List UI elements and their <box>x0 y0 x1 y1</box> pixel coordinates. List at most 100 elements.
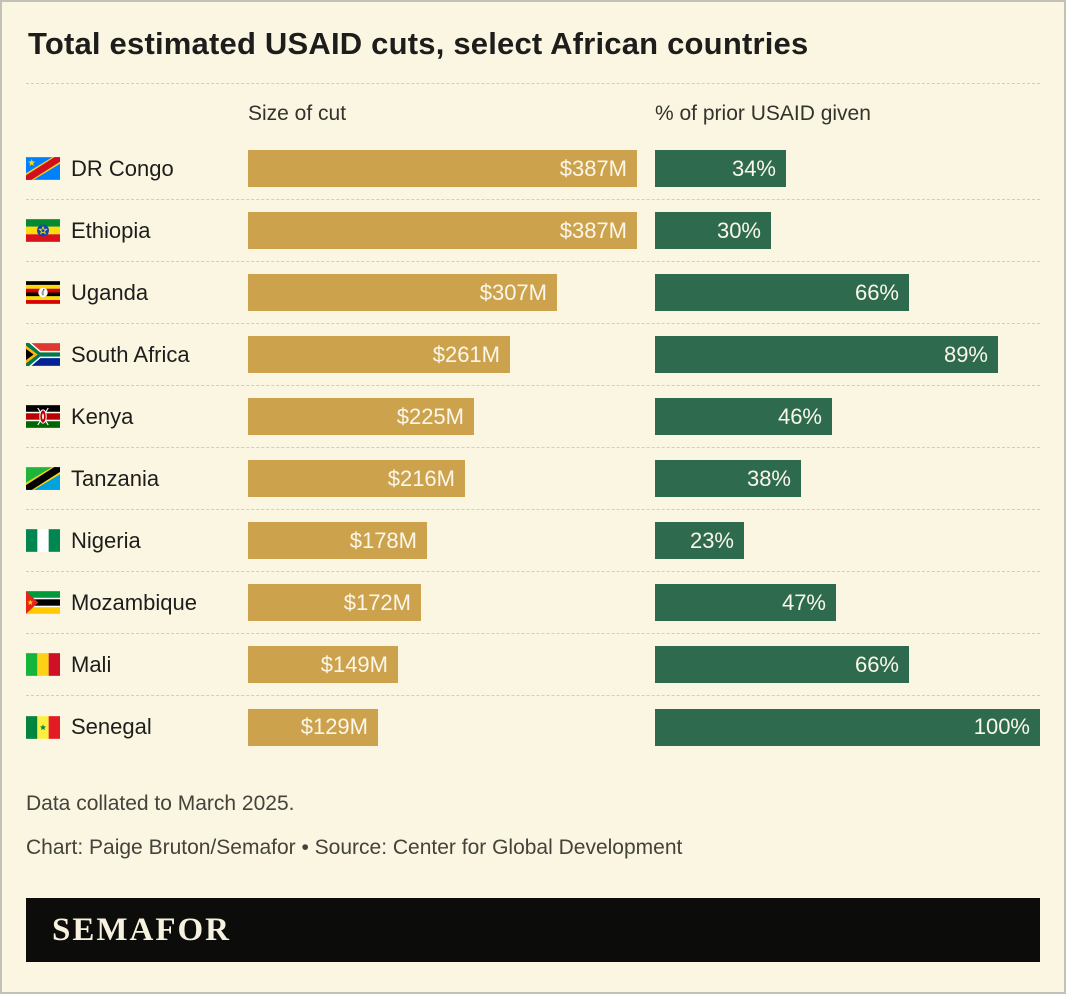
cut-bar-cell: $225M <box>248 398 655 435</box>
pct-bar-cell: 46% <box>655 398 1040 435</box>
country-cell: Mozambique <box>26 590 248 616</box>
title-separator <box>26 83 1040 84</box>
chart-row: South Africa $261M 89% <box>26 324 1040 386</box>
pct-value-label: 66% <box>854 651 899 677</box>
pct-value-label: 34% <box>731 155 776 181</box>
chart-row: Nigeria $178M 23% <box>26 510 1040 572</box>
chart-row: Tanzania $216M 38% <box>26 448 1040 510</box>
pct-bar-cell: 89% <box>655 336 1040 373</box>
cut-value-label: $387M <box>559 155 627 181</box>
cut-bar-cell: $387M <box>248 212 655 249</box>
nigeria-flag-icon <box>26 529 60 552</box>
country-cell: Kenya <box>26 404 248 430</box>
cut-bar-cell: $149M <box>248 646 655 683</box>
country-cell: Uganda <box>26 280 248 306</box>
pct-value-label: 46% <box>777 403 822 429</box>
pct-bar: 66% <box>655 646 909 683</box>
chart-row: Kenya $225M 46% <box>26 386 1040 448</box>
pct-bar: 66% <box>655 274 909 311</box>
cut-value-label: $149M <box>320 651 388 677</box>
ethiopia-flag-icon <box>26 219 60 242</box>
country-label: Nigeria <box>71 527 141 553</box>
semafor-logo: SEMAFOR <box>52 911 231 948</box>
cut-bar: $307M <box>248 274 557 311</box>
cut-bar: $172M <box>248 584 421 621</box>
cut-value-label: $261M <box>432 341 500 367</box>
chart-credit: Chart: Paige Bruton/Semafor • Source: Ce… <box>26 836 683 859</box>
cut-value-label: $225M <box>396 403 464 429</box>
country-cell: Ethiopia <box>26 218 248 244</box>
country-cell: Tanzania <box>26 466 248 492</box>
cut-value-label: $387M <box>559 217 627 243</box>
cut-bar: $225M <box>248 398 474 435</box>
country-label: Ethiopia <box>71 217 151 243</box>
chart-row: Senegal $129M 100% <box>26 696 1040 758</box>
kenya-flag-icon <box>26 405 60 428</box>
country-label: Senegal <box>71 714 152 739</box>
country-label: Mozambique <box>71 589 197 615</box>
pct-bar-cell: 100% <box>655 708 1040 746</box>
cut-bar: $216M <box>248 460 465 497</box>
senegal-flag-icon <box>26 715 60 739</box>
pct-bar-cell: 47% <box>655 584 1040 621</box>
column-headers: Size of cut % of prior USAID given <box>26 84 1040 138</box>
pct-bar-cell: 66% <box>655 274 1040 311</box>
cut-value-label: $216M <box>387 465 455 491</box>
pct-bar-cell: 38% <box>655 460 1040 497</box>
country-cell: DR Congo <box>26 156 248 182</box>
country-label: Kenya <box>71 403 134 429</box>
cut-bar: $129M <box>248 708 378 746</box>
country-cell: Mali <box>26 652 248 678</box>
pct-bar: 23% <box>655 522 744 559</box>
cut-bar-cell: $178M <box>248 522 655 559</box>
pct-value-label: 23% <box>689 527 734 553</box>
pct-bar-cell: 34% <box>655 150 1040 187</box>
cut-bar-cell: $307M <box>248 274 655 311</box>
pct-value-label: 38% <box>746 465 791 491</box>
pct-bar: 34% <box>655 150 786 187</box>
country-label: Tanzania <box>71 465 160 491</box>
pct-value-label: 47% <box>781 589 826 615</box>
cut-bar-cell: $216M <box>248 460 655 497</box>
mali-flag-icon <box>26 653 60 676</box>
cut-value-label: $307M <box>479 279 547 305</box>
dr-congo-flag-icon <box>26 157 60 180</box>
chart-title: Total estimated USAID cuts, select Afric… <box>28 26 809 61</box>
semafor-logo-bar: SEMAFOR <box>26 898 1040 962</box>
cut-bar: $261M <box>248 336 510 373</box>
cut-bar: $387M <box>248 150 637 187</box>
chart-rows: DR Congo $387M 34% Ethiopia <box>26 138 1040 758</box>
pct-value-label: 89% <box>943 341 988 367</box>
south-africa-flag-icon <box>26 343 60 366</box>
chart-row: Uganda $307M 66% <box>26 262 1040 324</box>
chart-row: Ethiopia $387M 30% <box>26 200 1040 262</box>
uganda-flag-icon <box>26 281 60 304</box>
pct-column-header: % of prior USAID given <box>655 102 871 125</box>
pct-bar-cell: 66% <box>655 646 1040 683</box>
tanzania-flag-icon <box>26 467 60 490</box>
cut-bar: $149M <box>248 646 398 683</box>
country-label: South Africa <box>71 341 190 367</box>
country-label: Uganda <box>71 279 149 305</box>
chart-row: Mali $149M 66% <box>26 634 1040 696</box>
cut-value-label: $129M <box>300 714 368 739</box>
pct-value-label: 30% <box>716 217 761 243</box>
country-cell: Nigeria <box>26 528 248 554</box>
chart-row: DR Congo $387M 34% <box>26 138 1040 200</box>
country-label: DR Congo <box>71 155 174 181</box>
pct-value-label: 66% <box>854 279 899 305</box>
cut-bar: $178M <box>248 522 427 559</box>
pct-value-label: 100% <box>973 714 1030 739</box>
pct-bar: 47% <box>655 584 836 621</box>
cut-bar-cell: $261M <box>248 336 655 373</box>
mozambique-flag-icon <box>26 591 60 614</box>
country-label: Mali <box>71 651 112 677</box>
country-cell: Senegal <box>26 714 248 740</box>
pct-bar: 89% <box>655 336 998 373</box>
pct-bar-cell: 30% <box>655 212 1040 249</box>
pct-bar-cell: 23% <box>655 522 1040 559</box>
cut-column-header: Size of cut <box>248 102 347 125</box>
pct-bar: 46% <box>655 398 832 435</box>
pct-bar: 30% <box>655 212 771 249</box>
